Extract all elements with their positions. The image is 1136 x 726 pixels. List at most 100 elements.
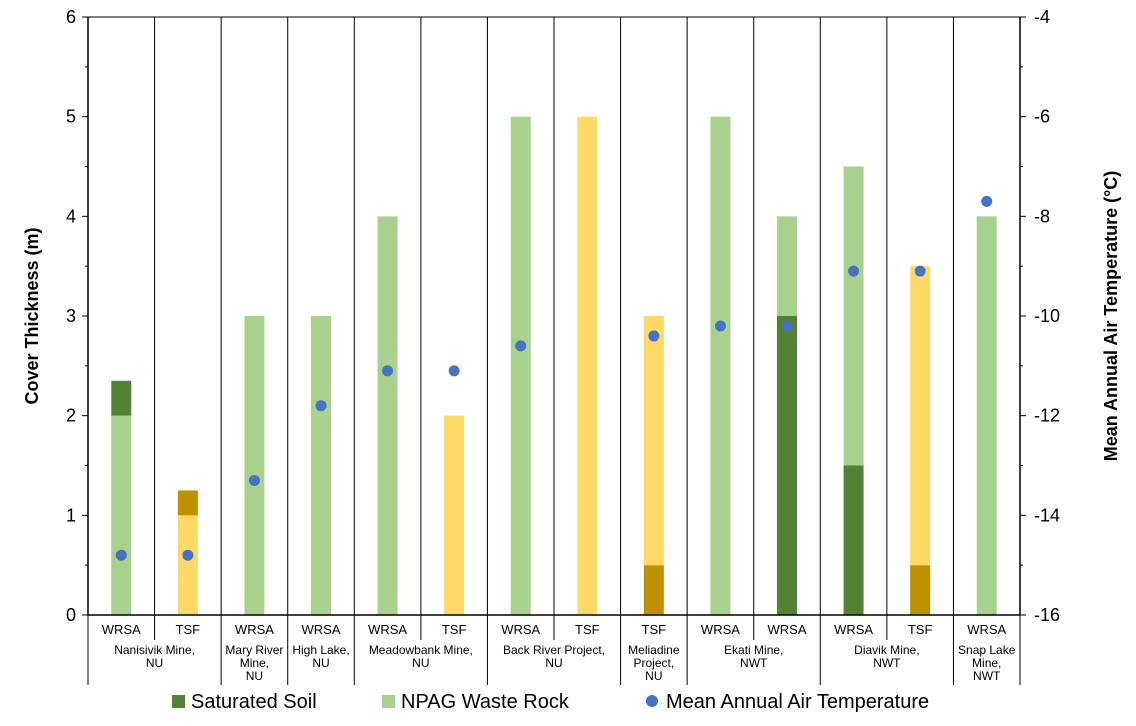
bar-npag-waste-rock <box>510 116 531 616</box>
group-label: Nanisivik Mine, NU <box>114 643 195 670</box>
group-label-line: Nanisivik Mine, <box>114 643 195 657</box>
bar-tsf-dark <box>177 490 198 516</box>
group-label-line: Meadowbank Mine, <box>369 643 473 657</box>
category-label: WRSA <box>768 622 807 637</box>
temperature-marker <box>248 474 260 486</box>
legend-label-saturated-soil: Saturated Soil <box>191 691 317 713</box>
y2-tick-label: -12 <box>1034 406 1060 426</box>
bar-saturated-soil <box>777 316 797 615</box>
temperature-marker <box>382 365 394 377</box>
group-label-line: NU <box>312 656 329 670</box>
bar-tsf-light <box>177 515 198 615</box>
y2-tick-label: -6 <box>1034 107 1050 127</box>
bar-npag-waste-rock <box>111 415 132 615</box>
group-label-line: Mary River <box>225 643 283 657</box>
category-label: WRSA <box>368 622 407 637</box>
group-label-line: NU <box>412 656 429 670</box>
group-label-line: Mine, <box>972 656 1001 670</box>
group-label-line: Ekati Mine, <box>724 643 783 657</box>
bar-tsf-light <box>444 415 465 615</box>
y-tick-label: 1 <box>66 505 76 525</box>
temperature-marker <box>515 340 527 352</box>
y2-tick-label: -10 <box>1034 306 1060 326</box>
temperature-marker <box>848 265 860 277</box>
group-label-line: NWT <box>740 656 768 670</box>
bar-npag-waste-rock <box>710 116 731 616</box>
category-label: WRSA <box>834 622 873 637</box>
legend-swatch-saturated-soil <box>172 695 185 708</box>
y-tick-label: 0 <box>66 605 76 625</box>
category-label: TSF <box>442 622 467 637</box>
group-label-line: Project, <box>634 656 675 670</box>
temperature-marker <box>914 265 926 277</box>
group-label-line: NU <box>146 656 163 670</box>
bar-tsf-dark <box>910 565 931 615</box>
group-label: Meliadine Project, NU <box>628 643 680 683</box>
bar-npag-waste-rock <box>311 316 331 615</box>
group-label: Meadowbank Mine, NU <box>369 643 473 670</box>
legend-marker-temperature <box>646 695 658 707</box>
y2-tick-label: -4 <box>1034 7 1050 27</box>
temperature-marker <box>115 549 127 561</box>
category-label: TSF <box>176 622 201 637</box>
legend-label-temperature: Mean Annual Air Temperature <box>666 691 929 713</box>
temperature-marker <box>448 365 460 377</box>
group-label-line: Diavik Mine, <box>854 643 919 657</box>
group-label: Ekati Mine, NWT <box>724 643 783 670</box>
y2-tick-label: -14 <box>1034 505 1060 525</box>
temperature-marker <box>981 195 993 207</box>
bar-npag-waste-rock <box>976 216 997 616</box>
group-label: Back River Project, NU <box>503 643 605 670</box>
bar-npag-waste-rock <box>777 216 797 316</box>
group-label-line: Meliadine <box>628 643 680 657</box>
group-label-line: NWT <box>873 656 901 670</box>
bar-saturated-soil <box>111 380 132 416</box>
y2-tick-label: -16 <box>1034 605 1060 625</box>
group-label-line: NWT <box>973 669 1001 683</box>
group-label: High Lake, NU <box>292 643 349 670</box>
category-label: TSF <box>642 622 667 637</box>
group-label-line: Back River Project, <box>503 643 605 657</box>
group-label: Mary River Mine, NU <box>225 643 283 683</box>
temperature-marker <box>182 549 194 561</box>
y-tick-label: 5 <box>66 107 76 127</box>
bar-tsf-light <box>643 316 664 566</box>
legend-swatch-npag-waste-rock <box>382 695 395 708</box>
y2-tick-label: -8 <box>1034 206 1050 226</box>
category-label: WRSA <box>302 622 341 637</box>
group-label-line: Snap Lake <box>958 643 1016 657</box>
group-label-line: NU <box>545 656 562 670</box>
bar-tsf-light <box>910 266 931 566</box>
y-tick-label: 3 <box>66 306 76 326</box>
category-label: WRSA <box>501 622 540 637</box>
bar-npag-waste-rock <box>244 316 265 615</box>
category-label: TSF <box>908 622 933 637</box>
temperature-marker <box>714 320 726 332</box>
bar-npag-waste-rock <box>377 216 398 616</box>
legend-label-npag-waste-rock: NPAG Waste Rock <box>401 691 570 713</box>
group-label-line: Mine, <box>240 656 269 670</box>
y-tick-label: 2 <box>66 406 76 426</box>
category-label: WRSA <box>701 622 740 637</box>
temperature-marker <box>648 330 660 342</box>
category-label: TSF <box>575 622 600 637</box>
category-label: WRSA <box>235 622 274 637</box>
bar-saturated-soil <box>843 465 864 615</box>
category-label: WRSA <box>967 622 1006 637</box>
bar-npag-waste-rock <box>843 166 864 466</box>
y-tick-label: 4 <box>66 206 76 226</box>
group-label-line: NU <box>246 669 263 683</box>
group-label: Snap Lake Mine, NWT <box>958 643 1016 683</box>
y-axis-title: Cover Thickness (m) <box>22 227 42 404</box>
y-tick-label: 6 <box>66 7 76 27</box>
bar-tsf-dark <box>643 565 664 615</box>
bar-tsf-light <box>577 116 598 616</box>
group-label: Diavik Mine, NWT <box>854 643 919 670</box>
y2-axis-title: Mean Annual Air Temperature (°C) <box>1101 171 1121 462</box>
temperature-marker <box>781 320 793 332</box>
group-label-line: NU <box>645 669 662 683</box>
group-label-line: High Lake, <box>292 643 349 657</box>
temperature-marker <box>315 400 327 412</box>
